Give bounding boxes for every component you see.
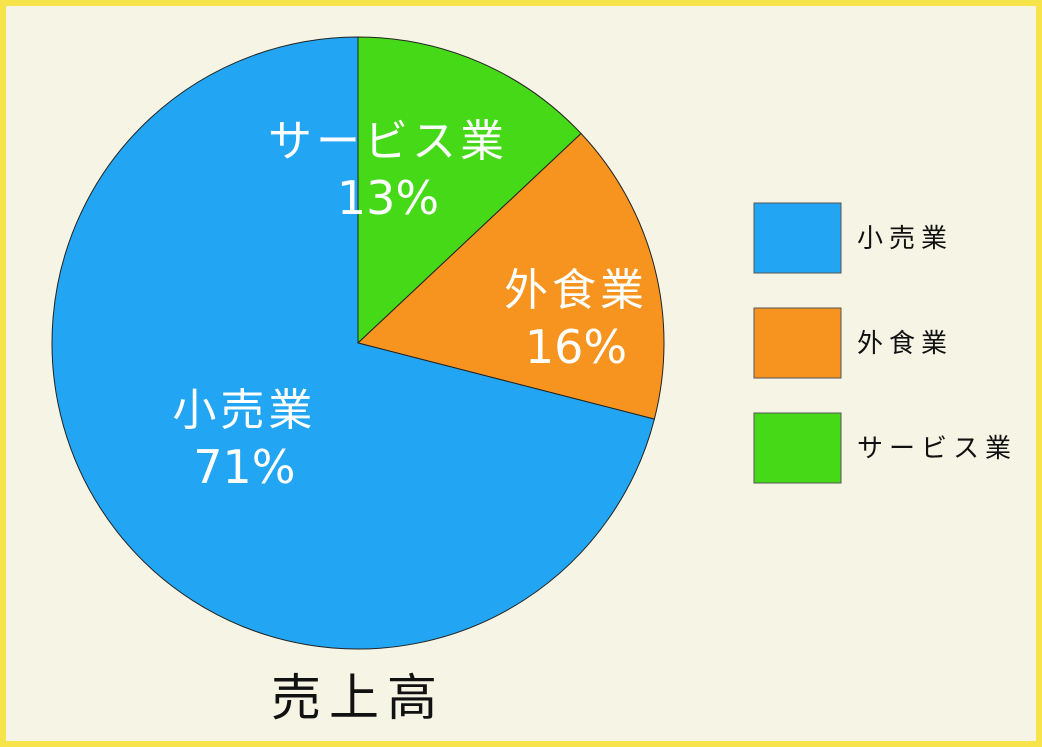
pie-slice-1 <box>357 36 582 345</box>
slice-category-label: 外食業 <box>504 265 648 316</box>
chart-title: 売上高 <box>271 669 445 727</box>
pie-slice-3 <box>51 36 655 650</box>
slice-category-label: 小売業 <box>172 385 316 436</box>
legend-swatch <box>753 307 842 379</box>
legend-swatch <box>753 202 842 274</box>
slice-percent-label: 16% <box>525 320 627 374</box>
pie-slices <box>51 36 665 650</box>
pie-slice-2 <box>356 132 665 420</box>
slice-percent-label: 13% <box>337 171 439 225</box>
legend-label: サービス業 <box>857 434 1017 464</box>
legend-label: 外食業 <box>857 329 953 359</box>
legend-label: 小売業 <box>857 224 953 254</box>
slice-percent-label: 71% <box>193 440 295 494</box>
slice-category-label: サービス業 <box>268 116 508 167</box>
legend-swatch <box>753 412 842 484</box>
